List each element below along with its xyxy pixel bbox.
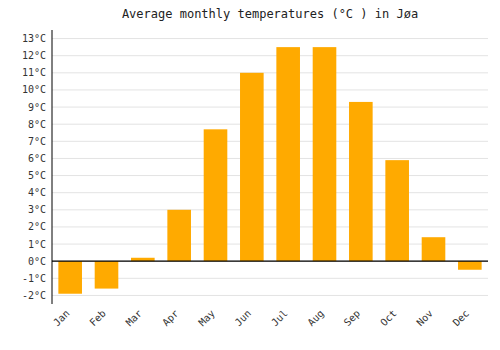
x-tick-label: Mar [124,308,145,329]
x-tick-label: May [196,308,217,329]
grid-line [52,124,488,125]
x-tick-label: Oct [378,308,399,329]
bar [385,160,409,261]
bar [204,129,228,261]
grid-line [52,141,488,142]
grid-line [52,158,488,159]
y-tick-label: 6°C [28,153,46,164]
grid-line [52,89,488,90]
grid-line [52,38,488,39]
x-tick-labels: Jan Feb Mar Apr May Jun Jul Aug Sep Oct Nov Dec [51,308,471,329]
y-tick-label: 12°C [22,50,46,61]
x-tick-label: Jun [233,308,254,329]
grid-line [52,55,488,56]
x-tick-label: Apr [160,308,181,329]
x-tick-label: Jan [51,308,72,329]
grid-line [52,209,488,210]
bar [276,47,300,261]
grid-line [52,72,488,73]
grid-line [52,226,488,227]
y-tick-label: 1°C [28,239,46,250]
y-tick-label: 0°C [28,256,46,267]
x-tick-label: Sep [342,308,363,329]
y-tick-label: 7°C [28,136,46,147]
y-tick-label: 5°C [28,170,46,181]
y-tick-label: 13°C [22,33,46,44]
bar [240,73,264,261]
bar [349,102,373,261]
y-tick-labels: -2°C -1°C 0°C 1°C 2°C 3°C 4°C 5°C 6°C 7°C 8°C 9°C 10… [22,33,46,301]
y-tick-label: 9°C [28,102,46,113]
x-tick-label: Aug [305,308,326,329]
y-tick-label: 8°C [28,119,46,130]
y-tick-label: 11°C [22,67,46,78]
grid-line [52,295,488,296]
grid-line [52,107,488,108]
bar [95,261,119,288]
y-tick-label: 3°C [28,204,46,215]
grid-line [52,192,488,193]
y-tick-label: -1°C [22,273,46,284]
y-tick-label: 4°C [28,187,46,198]
bars [58,47,481,294]
zero-line [52,261,488,262]
y-axis-line [52,30,53,304]
y-tick-label: 10°C [22,84,46,95]
grid-line [52,261,488,262]
bar [458,261,482,270]
bar [58,261,82,294]
x-tick-label: Jul [269,308,290,329]
title: Average monthly temperatures (°C ) in Jø… [122,7,418,21]
grid [52,39,488,296]
bar [313,47,337,261]
chart: Average monthly temperatures (°C ) in Jø… [0,0,500,350]
x-tick-label: Nov [414,308,435,329]
grid-line [52,175,488,176]
bar [167,210,191,261]
y-tick-label: -2°C [22,290,46,301]
y-tick-label: 2°C [28,221,46,232]
bar [422,237,446,261]
x-tick-label: Dec [451,308,472,329]
x-tick-label: Feb [87,308,108,329]
